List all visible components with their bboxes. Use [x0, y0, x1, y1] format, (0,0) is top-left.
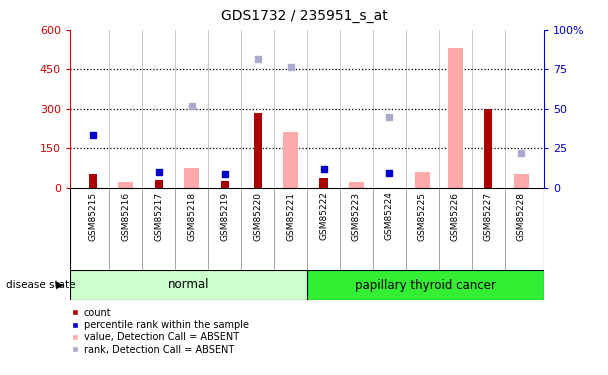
Text: GSM85221: GSM85221 [286, 192, 295, 241]
Bar [319, 178, 328, 188]
Text: GSM85226: GSM85226 [451, 192, 460, 241]
Bar [448, 48, 463, 188]
Text: GSM85224: GSM85224 [385, 192, 394, 240]
Bar [307, 270, 544, 300]
Bar [221, 181, 229, 188]
Bar [283, 132, 298, 188]
Bar [415, 172, 430, 188]
Legend: count, percentile rank within the sample, value, Detection Call = ABSENT, rank, : count, percentile rank within the sample… [70, 308, 249, 355]
Text: GSM85220: GSM85220 [253, 192, 262, 241]
Text: GSM85218: GSM85218 [187, 192, 196, 241]
Bar [70, 270, 307, 300]
Bar [514, 174, 528, 188]
Text: GSM85219: GSM85219 [220, 192, 229, 241]
Text: GSM85227: GSM85227 [484, 192, 492, 241]
Bar [119, 182, 133, 188]
Bar [349, 182, 364, 188]
Bar [154, 180, 163, 188]
Text: GSM85222: GSM85222 [319, 192, 328, 240]
Text: normal: normal [168, 279, 209, 291]
Bar [184, 168, 199, 188]
Text: GSM85215: GSM85215 [89, 192, 97, 241]
Text: GSM85223: GSM85223 [352, 192, 361, 241]
Text: disease state: disease state [6, 280, 75, 290]
Text: ▶: ▶ [57, 280, 64, 290]
Text: GSM85217: GSM85217 [154, 192, 164, 241]
Text: GSM85228: GSM85228 [517, 192, 525, 241]
Text: GSM85225: GSM85225 [418, 192, 427, 241]
Text: GSM85216: GSM85216 [122, 192, 130, 241]
Bar [89, 174, 97, 188]
Text: GDS1732 / 235951_s_at: GDS1732 / 235951_s_at [221, 9, 387, 23]
Bar [484, 109, 492, 188]
Bar [254, 112, 262, 188]
Text: papillary thyroid cancer: papillary thyroid cancer [355, 279, 496, 291]
